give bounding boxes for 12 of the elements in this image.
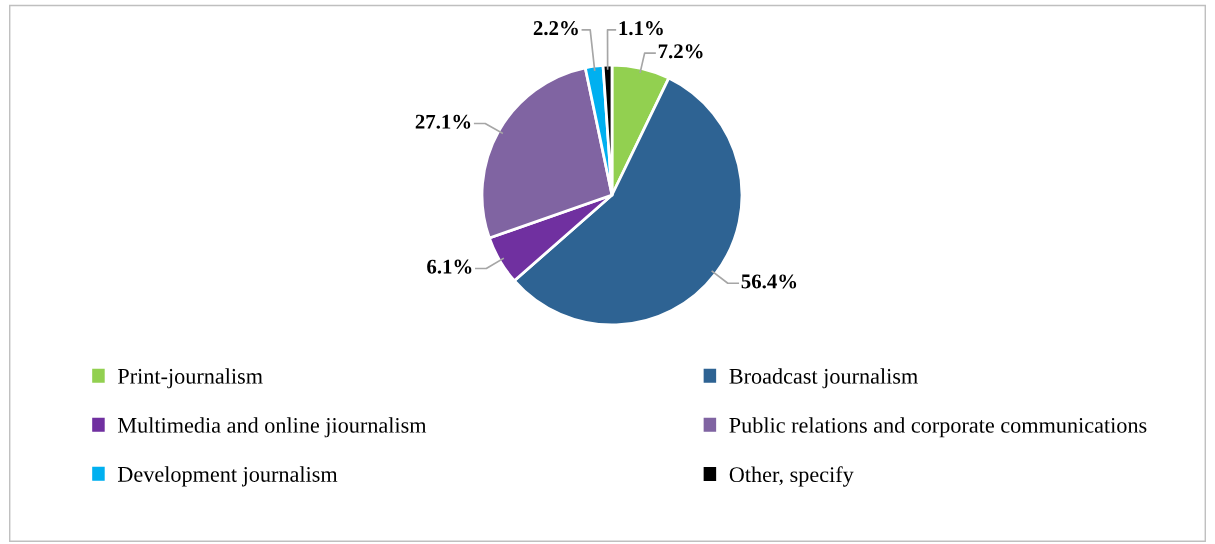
- legend-label: Multimedia and online jiournalism: [117, 417, 427, 438]
- data-label: 2.2%: [533, 21, 578, 36]
- legend-label: Development journalism: [117, 466, 338, 487]
- legend-label: Print-journalism: [117, 368, 263, 389]
- legend-label: Public relations and corporate communications: [729, 417, 1147, 438]
- data-label: 1.1%: [619, 21, 663, 36]
- data-label: 7.2%: [658, 44, 703, 59]
- data-label: 27.1%: [415, 114, 471, 129]
- data-label: 6.1%: [427, 259, 472, 274]
- legend-label: Other, specify: [729, 466, 854, 487]
- data-label: 56.4%: [741, 274, 797, 289]
- legend-label: Broadcast journalism: [729, 368, 918, 389]
